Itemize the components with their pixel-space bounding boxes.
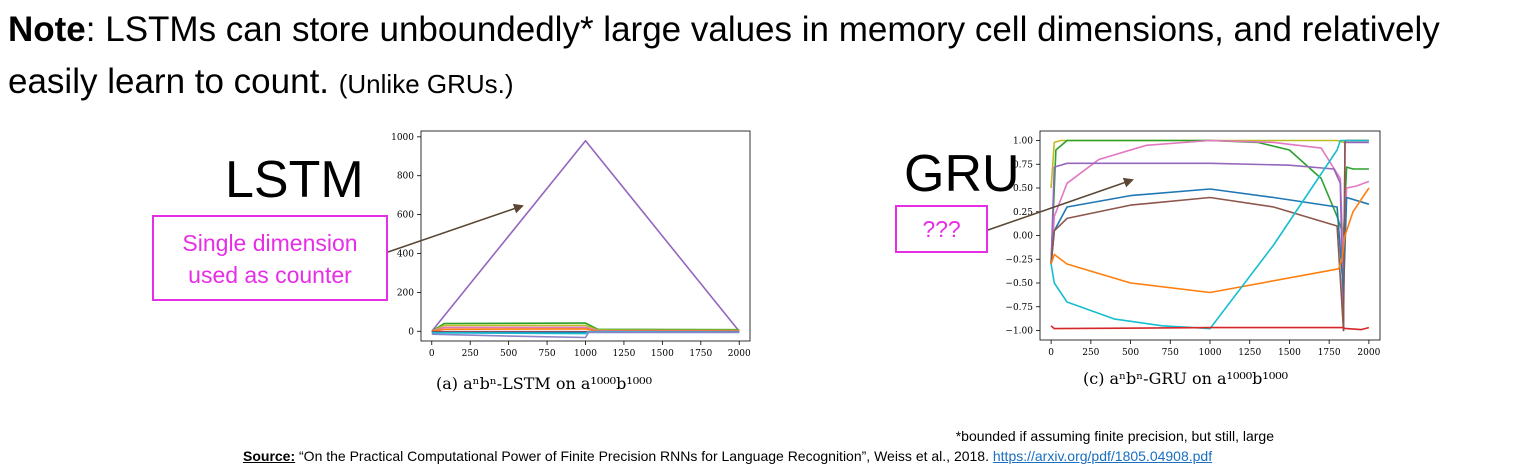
gru-series-8 [1050,139,1369,330]
gru-series-7 [1050,187,1370,294]
lstm-callout-line-1: Single dimension [182,230,358,256]
gru-xtick-label: 1500 [1278,348,1301,358]
lstm-xtick-label: 1000 [574,349,597,359]
lstm-ytick-label: 600 [397,211,414,221]
lstm-caption: (a) aⁿbⁿ-LSTM on a¹⁰⁰⁰b¹⁰⁰⁰ [436,374,652,393]
gru-xtick-label: 250 [1082,348,1099,358]
note-paren: (Unlike GRUs.) [338,69,514,99]
lstm-xtick-label: 1250 [612,349,635,359]
lstm-xtick-label: 250 [462,349,479,359]
lstm-callout-line-2: used as counter [188,262,352,288]
gru-callout-arrow [987,177,1134,231]
lstm-ytick-label: 0 [408,327,414,337]
gru-ytick-label: 0.75 [1013,160,1033,170]
gru-ytick-label: 0.00 [1013,232,1033,242]
lstm-xtick-label: 1500 [651,349,674,359]
gru-series-2 [1050,139,1369,265]
gru-xtick-label: 1000 [1199,348,1222,358]
gru-xtick-label: 500 [1122,348,1139,358]
note-bold: Note [8,10,86,49]
lstm-xtick-label: 0 [429,349,435,359]
gru-caption: (c) aⁿbⁿ-GRU on a¹⁰⁰⁰b¹⁰⁰⁰ [1083,369,1289,388]
lstm-plot-frame [420,130,751,342]
gru-series-6 [1050,139,1369,332]
lstm-ytick-label: 400 [397,250,414,260]
gru-ytick-label: −0.25 [1005,255,1033,265]
lstm-chart: 0 250 500 750 1000 1250 1500 1750 2000 0 200 400 600… [391,130,751,359]
gru-chart: 0 250 500 750 1000 1250 1500 1750 2000 1.00 0.75 0.… [1005,130,1381,358]
gru-xtick-label: 750 [1162,348,1179,358]
gru-xtick-label: 0 [1048,348,1054,358]
lstm-callout: Single dimension used as counter [152,215,388,301]
note-heading: Note: LSTMs can store unboundedly* large… [8,4,1533,110]
gru-series-3 [1050,139,1370,265]
lstm-callout-arrow [387,203,524,253]
lstm-series-1 [431,139,740,332]
gru-label: GRU [904,145,1020,203]
lstm-xtick-label: 500 [500,349,517,359]
gru-xtick-label: 2000 [1357,348,1380,358]
gru-ytick-label: −0.50 [1005,279,1033,289]
lstm-label: LSTM [225,151,364,209]
lstm-xtick-label: 1750 [689,349,712,359]
gru-callout: ??? [895,205,988,253]
gru-ytick-label: 0.25 [1013,208,1033,218]
lstm-xtick-label: 2000 [728,349,751,359]
gru-series-5 [1050,188,1370,294]
gru-ytick-label: 0.50 [1013,184,1033,194]
gru-series-4 [1050,141,1369,332]
lstm-xtick-label: 750 [538,349,555,359]
lstm-ytick-label: 200 [397,288,414,298]
source-text: “On the Practical Computational Power of… [295,448,993,464]
gru-xtick-label: 1250 [1238,348,1261,358]
gru-ytick-label: −0.75 [1005,303,1033,313]
source-label: Source: [243,448,296,464]
gru-series-9 [1050,325,1370,331]
lstm-ytick-label: 800 [397,172,414,182]
gru-ytick-label: −1.00 [1005,327,1033,337]
source-link[interactable]: https://arxiv.org/pdf/1805.04908.pdf [992,448,1213,464]
gru-ytick-label: 1.00 [1013,137,1033,147]
lstm-series-9 [431,331,740,339]
gru-xtick-label: 1750 [1318,348,1341,358]
note-text: : LSTMs can store unboundedly* large val… [8,10,1440,101]
lstm-ytick-label: 1000 [391,133,414,143]
footnote: *bounded if assuming finite precision, b… [955,428,1274,444]
source-line: Source: “On the Practical Computational … [243,448,1212,464]
